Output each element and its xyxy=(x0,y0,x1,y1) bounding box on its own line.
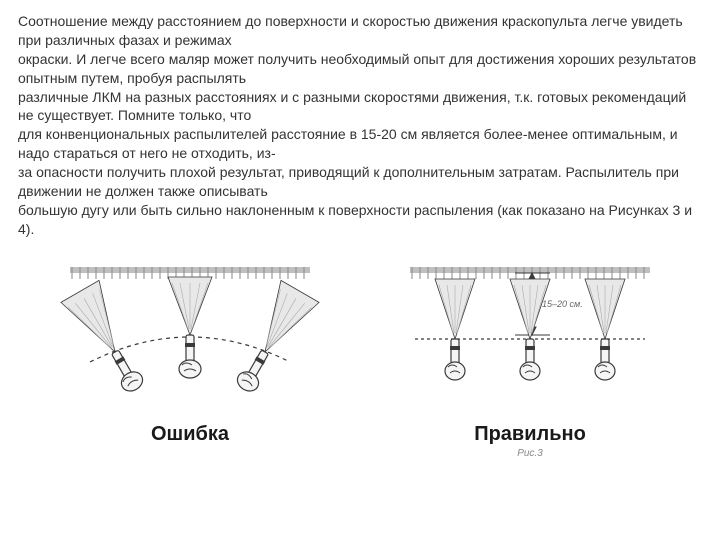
figures-row: Ошибка 15–20 см. xyxy=(0,247,720,459)
para-4: для конвенциональных распылителей рассто… xyxy=(18,125,702,163)
diagram-wrong-icon xyxy=(60,257,320,417)
distance-label: 15–20 см. xyxy=(542,299,583,309)
figure-right: 15–20 см. xyxy=(380,257,680,459)
para-2: окраски. И легче всего маляр может получ… xyxy=(18,50,702,88)
figure-right-caption: Правильно xyxy=(474,423,586,446)
figure-left: Ошибка xyxy=(40,257,340,446)
para-1: Соотношение между расстоянием до поверхн… xyxy=(18,12,702,50)
diagram-correct-icon: 15–20 см. xyxy=(400,257,660,417)
figure-left-caption: Ошибка xyxy=(151,423,229,446)
para-6: большую дугу или быть сильно наклоненным… xyxy=(18,201,702,239)
para-3: различные ЛКМ на разных расстояниях и с … xyxy=(18,88,702,126)
body-text: Соотношение между расстоянием до поверхн… xyxy=(0,0,720,247)
figure-right-subcaption: Рис.3 xyxy=(517,448,543,459)
para-5: за опасности получить плохой результат, … xyxy=(18,163,702,201)
